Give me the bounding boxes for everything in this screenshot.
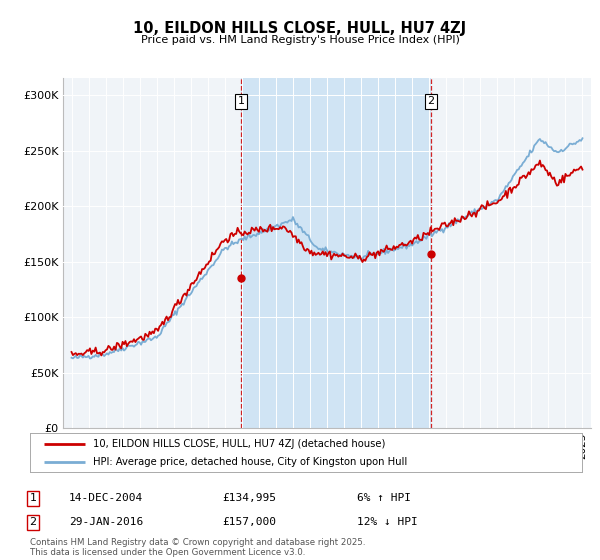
Text: 12% ↓ HPI: 12% ↓ HPI (357, 517, 418, 528)
Text: 2: 2 (29, 517, 37, 528)
Text: 10, EILDON HILLS CLOSE, HULL, HU7 4ZJ: 10, EILDON HILLS CLOSE, HULL, HU7 4ZJ (133, 21, 467, 36)
Text: £157,000: £157,000 (222, 517, 276, 528)
Text: HPI: Average price, detached house, City of Kingston upon Hull: HPI: Average price, detached house, City… (94, 457, 408, 467)
Text: 1: 1 (238, 96, 245, 106)
Text: 10, EILDON HILLS CLOSE, HULL, HU7 4ZJ (detached house): 10, EILDON HILLS CLOSE, HULL, HU7 4ZJ (d… (94, 439, 386, 449)
Text: Price paid vs. HM Land Registry's House Price Index (HPI): Price paid vs. HM Land Registry's House … (140, 35, 460, 45)
Text: 2: 2 (427, 96, 434, 106)
Text: 14-DEC-2004: 14-DEC-2004 (69, 493, 143, 503)
Text: 1: 1 (29, 493, 37, 503)
Bar (241, 78, 431, 428)
Text: 29-JAN-2016: 29-JAN-2016 (69, 517, 143, 528)
Text: 6% ↑ HPI: 6% ↑ HPI (357, 493, 411, 503)
Text: Contains HM Land Registry data © Crown copyright and database right 2025.
This d: Contains HM Land Registry data © Crown c… (30, 538, 365, 557)
Text: £134,995: £134,995 (222, 493, 276, 503)
